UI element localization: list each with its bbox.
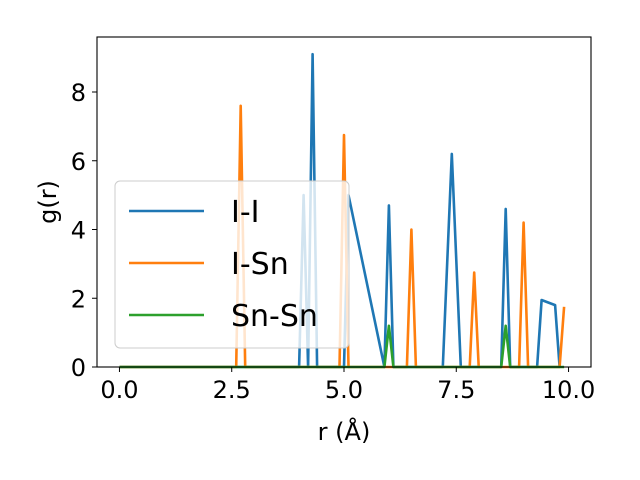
x-axis-label: r (Å) xyxy=(318,417,371,446)
legend-label: Sn-Sn xyxy=(231,299,318,334)
plot-frame xyxy=(96,36,592,368)
legend: I-I I-Sn Sn-Sn xyxy=(114,180,350,349)
x-tick-label: 7.5 xyxy=(437,376,475,404)
y-tick-label: 4 xyxy=(71,217,86,245)
y-tick-label: 6 xyxy=(71,148,86,176)
y-tick-label: 0 xyxy=(71,354,86,382)
legend-label: I-Sn xyxy=(231,247,289,282)
y-axis-label: g(r) xyxy=(34,180,62,224)
x-tick-label: 5.0 xyxy=(325,376,363,404)
x-tick-label: 2.5 xyxy=(213,376,251,404)
ticks: 0.0 2.5 5.0 7.5 10.0 0 2 4 6 8 xyxy=(71,79,596,404)
x-tick-label: 10.0 xyxy=(542,376,595,404)
y-tick-label: 8 xyxy=(71,79,86,107)
legend-label: I-I xyxy=(231,195,260,230)
y-tick-label: 2 xyxy=(71,285,86,313)
x-tick-label: 0.0 xyxy=(100,376,138,404)
legend-box xyxy=(114,180,350,349)
